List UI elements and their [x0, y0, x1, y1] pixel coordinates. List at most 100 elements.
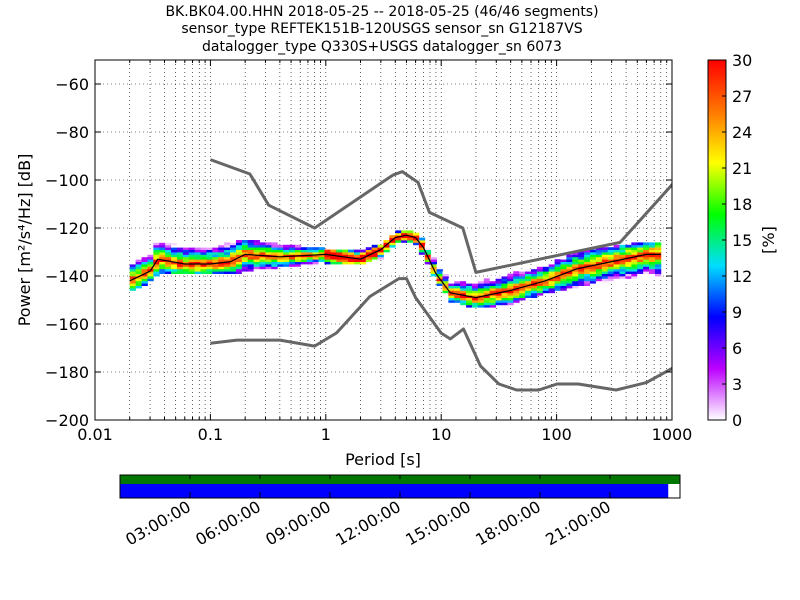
pdf-cell — [371, 254, 378, 258]
pdf-cell — [477, 304, 485, 308]
pdf-cell — [625, 271, 632, 274]
pdf-cell — [371, 244, 378, 248]
pdf-cell — [147, 256, 154, 260]
pdf-cell — [578, 268, 585, 272]
pdf-cell — [442, 273, 449, 277]
pdf-cell — [424, 247, 432, 250]
pdf-cell — [566, 254, 573, 258]
pdf-cell — [247, 268, 255, 272]
pdf-cell — [348, 259, 355, 262]
pdf-cell — [489, 304, 496, 308]
pdf-cell — [171, 268, 178, 272]
pdf-cell — [654, 264, 662, 267]
plot-frame — [94, 59, 673, 421]
pdf-cell — [206, 256, 213, 260]
pdf-cell — [306, 256, 314, 260]
pdf-cell — [395, 237, 402, 241]
pdf-cell — [359, 259, 367, 262]
x-tick-label: 100 — [541, 425, 572, 444]
pdf-cell — [613, 261, 620, 265]
pdf-cell — [643, 273, 650, 277]
pdf-cell — [513, 273, 520, 277]
pdf-cell — [536, 271, 544, 274]
pdf-cell — [654, 247, 662, 250]
pdf-cell — [165, 249, 172, 253]
pdf-cell — [643, 268, 650, 272]
pdf-cell — [129, 276, 137, 279]
pdf-cell — [271, 256, 278, 260]
pdf-cell — [265, 249, 272, 253]
pdf-cell — [607, 259, 615, 262]
pdf-cell — [572, 259, 579, 262]
pdf-cell — [188, 264, 196, 267]
pdf-cell — [348, 261, 355, 265]
pdf-cell — [129, 261, 137, 265]
pdf-cell — [554, 261, 561, 265]
colorbar-tick-label: 12 — [732, 267, 752, 286]
pdf-cell — [318, 256, 325, 260]
pdf-cell — [548, 290, 556, 294]
pdf-cell — [525, 268, 532, 272]
pdf-cell — [159, 252, 166, 255]
colorbar-tick-label: 27 — [732, 87, 752, 106]
pdf-cell — [466, 304, 473, 308]
pdf-cell — [643, 247, 650, 250]
pdf-cell — [637, 268, 644, 272]
pdf-cell — [519, 268, 526, 272]
pdf-cell — [584, 256, 591, 260]
pdf-cell — [483, 295, 491, 298]
pdf-cell — [572, 271, 579, 274]
pdf-cell — [430, 264, 437, 267]
pdf-cell — [135, 280, 142, 284]
pdf-cell — [530, 295, 538, 298]
pdf-cell — [607, 280, 615, 284]
colorbar-ticks: 0 3 6 9 12 15 18 21 24 27 30 — [722, 51, 752, 430]
pdf-cell — [265, 256, 272, 260]
pdf-cell — [554, 280, 561, 284]
pdf-cell — [601, 249, 609, 253]
pdf-cell — [200, 256, 207, 260]
pdf-cell — [572, 268, 579, 272]
pdf-cell — [294, 264, 302, 267]
pdf-cell — [654, 271, 662, 274]
pdf-cell — [584, 268, 591, 272]
pdf-cell — [212, 256, 219, 260]
pdf-cell — [436, 273, 443, 277]
timeline-tick-label: 09:00:00 — [262, 497, 334, 549]
pdf-cell — [283, 254, 290, 258]
pdf-cell — [566, 283, 573, 286]
pdf-cell — [147, 259, 154, 262]
pdf-cell — [542, 261, 550, 265]
pdf-cell — [318, 264, 325, 267]
pdf-cell — [471, 302, 479, 306]
pdf-cell — [530, 276, 538, 279]
pdf-cell — [300, 247, 308, 250]
pdf-cell — [530, 268, 538, 272]
pdf-cell — [294, 256, 302, 260]
pdf-cell — [566, 264, 573, 267]
pdf-cell — [654, 276, 662, 279]
pdf-cell — [501, 273, 508, 277]
pdf-cell — [342, 259, 349, 262]
pdf-cell — [277, 252, 284, 255]
pdf-cell — [171, 242, 178, 246]
pdf-cell — [312, 254, 319, 258]
pdf-cell — [477, 278, 485, 282]
pdf-cell — [294, 249, 302, 253]
pdf-cell — [283, 256, 290, 260]
pdf-cell — [495, 292, 502, 296]
pdf-cell — [294, 244, 302, 248]
pdf-cell — [330, 259, 337, 262]
pdf-cell — [619, 259, 626, 262]
pdf-cell — [566, 261, 573, 265]
pdf-cell — [513, 290, 520, 294]
pdf-cell — [176, 240, 184, 243]
pdf-cell — [536, 290, 544, 294]
pdf-cell — [401, 232, 408, 236]
pdf-cell — [165, 254, 172, 258]
pdf-cell — [271, 266, 278, 270]
pdf-cell — [513, 297, 520, 301]
pdf-cell — [424, 259, 432, 262]
pdf-cell — [218, 254, 225, 258]
pdf-cell — [548, 280, 556, 284]
